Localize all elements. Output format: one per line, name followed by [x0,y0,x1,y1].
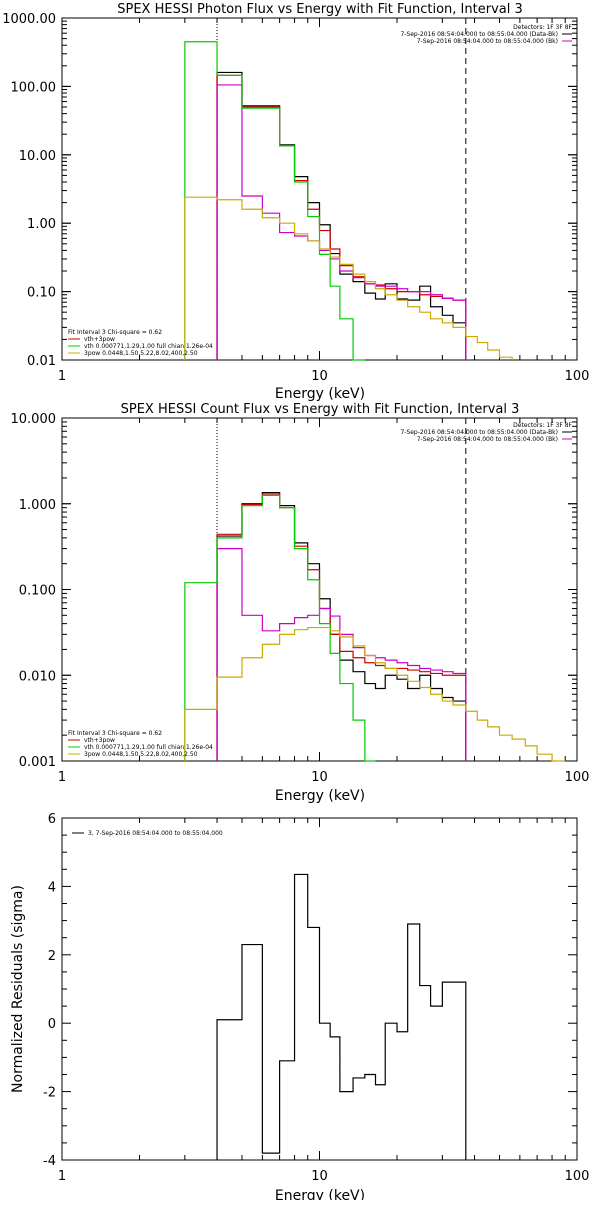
y-tick-label: 1.00 [27,217,56,232]
x-tick-label: 100 [565,1169,590,1184]
residuals-panel: Energy (keV) Normalized Residuals (sigma… [10,812,589,1204]
panel1-legend-entry-bk: 7-Sep-2016 08:54:04.000 to 08:55:04.000 … [417,38,558,45]
series-line-3 [184,494,376,762]
y-tick-label: 2 [48,949,56,964]
panel3-legend-entry: 3, 7-Sep-2016 08:54:04.000 to 08:55:04.0… [88,830,223,837]
y-tick-label: 0.001 [19,755,56,770]
y-tick-label: 1000.00 [2,12,56,27]
x-tick-label: 10 [311,1169,328,1184]
x-tick-label: 1 [58,1169,66,1184]
y-tick-label: 4 [48,880,56,895]
panel1-title: SPEX HESSI Photon Flux vs Energy with Fi… [117,2,523,17]
series-line-4 [184,196,513,360]
y-tick-label: 0.100 [19,584,56,599]
panel2-legend-entry-vth: vth 0.000771,1.29,1.00 full chian 1.26e-… [84,744,213,751]
series-line-0 [216,873,467,1160]
panel2-legend-entry-data: 7-Sep-2016 08:54:04.000 to 08:55:04.000 … [400,429,558,436]
panel1-legend-fit: Fit Interval 3 Chi-square = 0.62 [68,329,162,336]
y-tick-label: 0.10 [27,286,56,301]
panel1-legend-entry-total: vth+3pow [84,336,115,343]
panel1-legend-entry-data: 7-Sep-2016 08:54:04.000 to 08:55:04.000 … [400,31,558,38]
panel1-ticks: 1 10 100 0.01 0.10 1.00 10.00 100.00 1000.00 [2,12,589,384]
y-tick-label: 0.01 [27,354,56,369]
y-tick-label: -2 [43,1086,56,1101]
series-line-1 [216,74,467,360]
series-line-2 [216,547,467,761]
panel1-xlabel: Energy (keV) [275,386,365,402]
x-tick-label: 10 [311,770,328,785]
panel2-series [184,418,566,762]
count-flux-panel: SPEX HESSI Count Flux vs Energy with Fit… [11,402,590,804]
y-tick-label: 6 [48,812,56,827]
y-tick-label: 100.00 [11,80,57,95]
series-line-3 [184,41,365,361]
panel2-title: SPEX HESSI Count Flux vs Energy with Fit… [121,402,520,417]
panel2-ticks: 1 10 100 0.001 0.010 0.100 1.000 10.000 [11,412,590,785]
panel2-xlabel: Energy (keV) [275,788,365,804]
x-tick-label: 10 [311,369,328,384]
panel2-legends: Detectors: 1F 3F 8F 7-Sep-2016 08:54:04.… [68,422,573,758]
panel3-series [216,873,467,1160]
series-line-0 [216,491,467,761]
y-tick-label: 1.000 [19,498,56,513]
panel3-legends: 3, 7-Sep-2016 08:54:04.000 to 08:55:04.0… [72,830,223,837]
x-tick-label: 1 [58,369,66,384]
x-tick-label: 100 [565,770,590,785]
series-line-1 [216,493,467,761]
y-tick-label: 0.010 [19,669,56,684]
photon-flux-panel: SPEX HESSI Photon Flux vs Energy with Fi… [2,2,589,402]
panel2-legend-detectors: Detectors: 1F 3F 8F [513,422,572,429]
panel1-legend-entry-3pow: 3pow 0.0448,1.50,5.22,8.02,400,2.50 [84,350,198,357]
panel1-legends: Detectors: 1F 3F 8F 7-Sep-2016 08:54:04.… [68,24,573,357]
panel2-legend-fit: Fit Interval 3 Chi-square = 0.62 [68,730,162,737]
panel2-legend-entry-total: vth+3pow [84,737,115,744]
x-tick-label: 1 [58,770,66,785]
y-tick-label: 10.000 [11,412,57,427]
panel1-axes-frame [61,17,578,361]
series-line-0 [216,71,467,360]
panel3-ylabel: Normalized Residuals (sigma) [10,885,26,1093]
panel1-legend-detectors: Detectors: 1F 3F 8F [513,24,572,31]
y-tick-label: 10.00 [19,149,56,164]
panel2-legend-entry-3pow: 3pow 0.0448,1.50,5.22,8.02,400,2.50 [84,751,198,758]
panel1-legend-entry-vth: vth 0.000771,1.29,1.00 full chian 1.26e-… [84,343,213,350]
panel3-xlabel: Energy (keV) [275,1188,365,1200]
panel2-legend-entry-bk: 7-Sep-2016 08:54:04.000 to 08:55:04.000 … [417,436,558,443]
panel3-ticks: 1 10 100 -4 -2 0 2 4 6 [43,812,589,1184]
y-tick-label: -4 [43,1154,56,1169]
panel1-series [184,18,513,361]
x-tick-label: 100 [565,369,590,384]
series-line-4 [184,626,566,762]
y-tick-label: 0 [48,1017,56,1032]
